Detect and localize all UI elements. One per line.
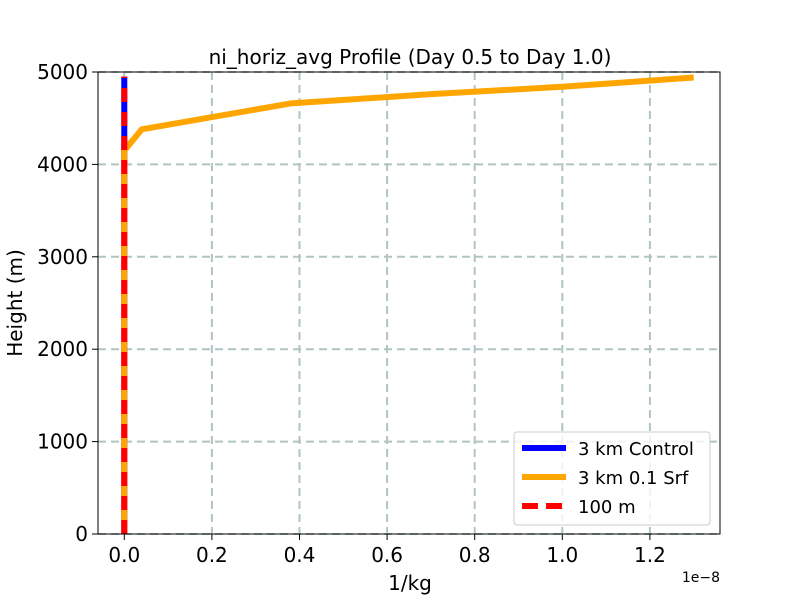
y-tick-label: 0 xyxy=(75,522,88,546)
legend-label: 3 km 0.1 Srf xyxy=(578,468,689,489)
x-tick-label: 0.4 xyxy=(284,543,316,567)
series-lines xyxy=(121,74,694,534)
x-axis-title: 1/kg xyxy=(388,571,432,595)
x-tick-label: 0.0 xyxy=(108,543,140,567)
x-axis-offset-label: 1e−8 xyxy=(682,570,720,586)
x-tick-label: 0.8 xyxy=(459,543,491,567)
legend-box xyxy=(513,431,711,526)
y-tick-label: 1000 xyxy=(37,430,88,454)
chart-title: ni_horiz_avg Profile (Day 0.5 to Day 1.0… xyxy=(209,45,612,69)
x-axis-ticks: 0.0 0.2 0.4 0.6 0.8 1.0 1.2 xyxy=(108,534,666,567)
y-tick-label: 4000 xyxy=(37,152,88,176)
legend-label: 3 km Control xyxy=(578,439,694,460)
y-tick-label: 5000 xyxy=(37,60,88,84)
x-tick-label: 1.2 xyxy=(634,543,666,567)
plot-frame xyxy=(97,71,721,535)
legend-label: 100 m xyxy=(578,497,636,518)
legend-items: 3 km Control 3 km 0.1 Srf 100 m xyxy=(522,439,694,518)
y-axis-title: Height (m) xyxy=(3,249,27,357)
x-tick-label: 1.0 xyxy=(546,543,578,567)
x-tick-label: 0.2 xyxy=(196,543,228,567)
legend: 3 km Control 3 km 0.1 Srf 100 m xyxy=(513,431,711,526)
y-tick-label: 3000 xyxy=(37,245,88,269)
y-tick-label: 2000 xyxy=(37,337,88,361)
x-tick-label: 0.6 xyxy=(371,543,403,567)
y-axis-ticks: 0 1000 2000 3000 4000 5000 xyxy=(37,60,98,546)
